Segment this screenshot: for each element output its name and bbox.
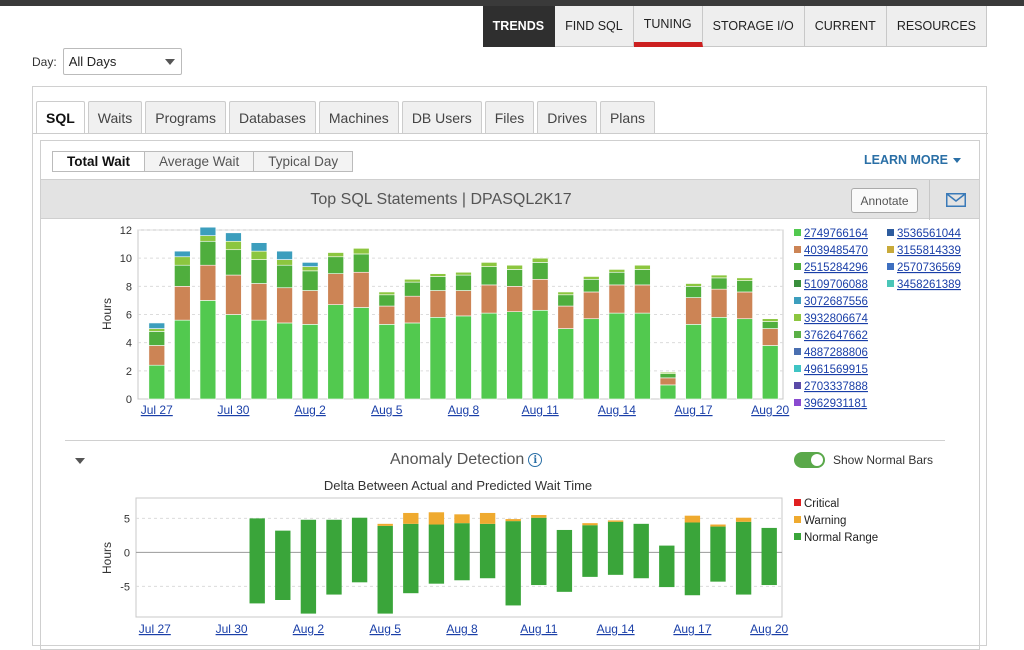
nav-tab-trends[interactable]: TRENDS [482, 6, 556, 47]
chevron-down-icon [164, 58, 175, 65]
nav-tab-storage-io[interactable]: STORAGE I/O [702, 6, 805, 47]
day-select-value: All Days [68, 54, 117, 69]
show-normal-bars-toggle[interactable]: Show Normal Bars [794, 452, 933, 468]
nav-tab-resources[interactable]: RESOURCES [886, 6, 987, 47]
toggle-switch[interactable] [794, 452, 825, 468]
anomaly-section-title: Anomaly Detection i [390, 451, 543, 469]
annotate-button[interactable]: Annotate [851, 188, 918, 213]
info-icon[interactable]: i [528, 453, 543, 467]
mode-total-wait-button[interactable]: Total Wait [52, 151, 145, 172]
day-select[interactable]: All Days [62, 48, 182, 75]
subtab-machines[interactable]: Machines [318, 101, 399, 133]
nav-tab-tuning[interactable]: TUNING [633, 6, 703, 47]
toggle-knob [811, 454, 823, 466]
chart-header: Top SQL Statements | DPASQL2K17 Annotate [41, 179, 979, 220]
nav-tab-current[interactable]: CURRENT [804, 6, 887, 47]
subtab-underline [33, 133, 988, 134]
subtab-sql[interactable]: SQL [36, 101, 85, 134]
anomaly-subtitle: Delta Between Actual and Predicted Wait … [323, 478, 593, 493]
day-label: Day: [32, 54, 57, 69]
learn-more-link[interactable]: LEARN MORE [864, 153, 961, 167]
anomaly-title-text: Anomaly Detection [390, 451, 525, 468]
subtab-plans[interactable]: Plans [599, 101, 655, 133]
day-filter: Day: All Days [32, 48, 182, 75]
nav-tab-find-sql[interactable]: FIND SQL [555, 6, 634, 47]
subtab-db-users[interactable]: DB Users [401, 101, 482, 133]
trends-panel: SQL Waits Programs Databases Machines DB… [32, 86, 988, 650]
mode-typical-day-button[interactable]: Typical Day [253, 151, 354, 172]
subtab-programs[interactable]: Programs [145, 101, 226, 133]
subtab-waits[interactable]: Waits [87, 101, 143, 133]
subtab-drives[interactable]: Drives [537, 101, 597, 133]
toggle-label: Show Normal Bars [833, 453, 934, 467]
learn-more-label: LEARN MORE [863, 153, 948, 167]
chart-container: Total Wait Average Wait Typical Day LEAR… [40, 140, 980, 650]
subtab-files[interactable]: Files [484, 101, 535, 133]
wait-mode-toggle: Total Wait Average Wait Typical Day [52, 151, 354, 172]
mail-icon[interactable] [946, 193, 966, 207]
section-divider [65, 440, 945, 441]
subtab-bar: SQL Waits Programs Databases Machines DB… [36, 101, 655, 134]
chart-title: Top SQL Statements | DPASQL2K17 [310, 191, 572, 208]
main-nav: TRENDS FIND SQL TUNING STORAGE I/O CURRE… [482, 6, 987, 47]
collapse-caret-icon[interactable] [75, 458, 85, 464]
header-separator [929, 180, 930, 220]
top-bar [0, 0, 1024, 6]
mode-average-wait-button[interactable]: Average Wait [144, 151, 255, 172]
subtab-databases[interactable]: Databases [228, 101, 316, 133]
chevron-down-icon [953, 157, 961, 163]
